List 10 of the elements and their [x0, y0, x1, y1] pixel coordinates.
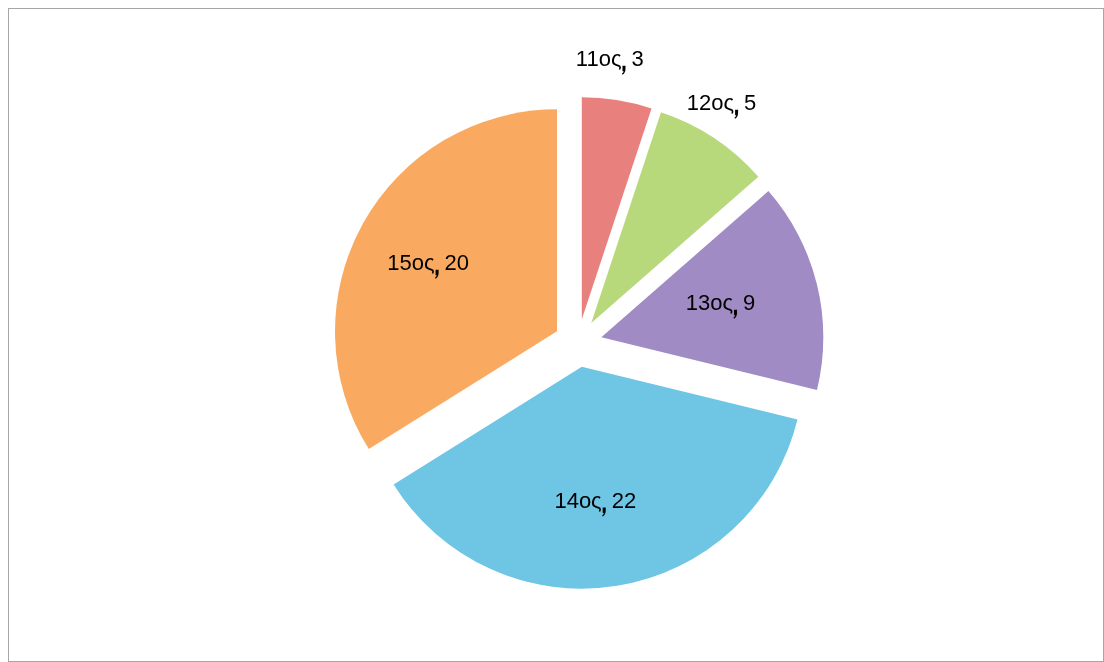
slice-label: 12ος: [686, 90, 735, 116]
data-label: 20: [444, 250, 470, 276]
slice-label: 13ος: [685, 290, 734, 316]
slice-label: 14ος: [554, 488, 602, 514]
slice-label: 15ος: [387, 250, 435, 276]
data-label: 5: [744, 90, 757, 116]
data-label: 3: [631, 46, 644, 72]
slice-label: 11ος: [575, 46, 622, 72]
data-label: 22: [611, 488, 637, 514]
data-label: 9: [743, 290, 756, 316]
